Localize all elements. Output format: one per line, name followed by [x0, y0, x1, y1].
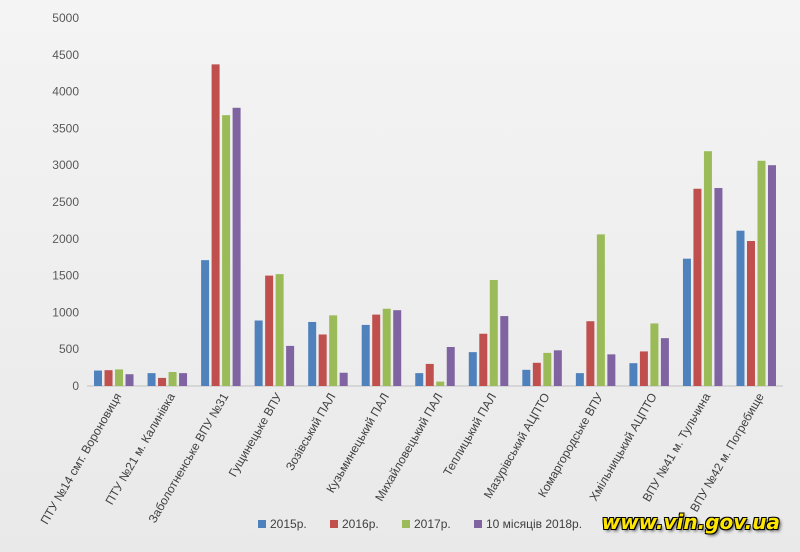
bar — [147, 373, 156, 386]
bar — [629, 363, 638, 386]
bar — [639, 351, 648, 386]
bar — [479, 333, 488, 386]
legend-label: 2017р. — [414, 517, 451, 531]
bar — [308, 321, 317, 386]
y-tick-label: 0 — [72, 379, 79, 393]
bar — [339, 372, 348, 386]
bar — [553, 350, 562, 386]
bar — [586, 321, 595, 386]
bar — [436, 381, 445, 386]
y-tick-label: 4500 — [52, 48, 79, 62]
bar — [693, 188, 702, 386]
bar — [575, 373, 584, 386]
legend-label: 2016р. — [342, 517, 379, 531]
bar — [415, 373, 424, 386]
bar — [94, 370, 103, 386]
bar — [372, 314, 381, 386]
x-category-label: Теплицький ПАЛ — [440, 391, 499, 479]
bar — [179, 373, 188, 386]
y-tick-label: 2000 — [52, 232, 79, 246]
bar — [168, 372, 177, 386]
bar — [714, 188, 723, 386]
bar — [532, 362, 541, 386]
y-tick-label: 4000 — [52, 85, 79, 99]
x-category-label: Гущинецьке ВПУ — [226, 390, 285, 479]
y-tick-label: 1500 — [52, 269, 79, 283]
y-tick-label: 500 — [59, 342, 79, 356]
bar — [393, 310, 402, 386]
bar — [682, 258, 691, 386]
bar — [446, 346, 455, 386]
legend-label: 2015р. — [270, 517, 307, 531]
bar — [650, 323, 659, 386]
x-category-label: Зозівський ПАЛ — [283, 391, 339, 474]
bar — [158, 377, 167, 386]
y-axis-ticks: 0 500 1000 1500 2000 2500 3000 3500 4000 4500 5000 — [52, 11, 79, 393]
bar — [596, 234, 605, 386]
legend-swatch — [474, 520, 482, 528]
watermark-text: www.vin.gov.ua — [601, 510, 780, 534]
bar — [254, 320, 263, 386]
y-tick-label: 1000 — [52, 305, 79, 319]
legend-label: 10 місяців 2018р. — [486, 517, 582, 531]
bar — [489, 280, 498, 386]
y-tick-label: 5000 — [52, 11, 79, 25]
bar — [382, 308, 391, 386]
bar — [265, 275, 274, 386]
bar — [425, 363, 434, 386]
legend-swatch — [258, 520, 266, 528]
bar — [500, 316, 509, 386]
bar — [767, 165, 776, 386]
bar — [275, 274, 284, 386]
legend: 2015р. 2016р. 2017р. 10 місяців 2018р. — [258, 517, 582, 531]
bars-group — [94, 64, 776, 387]
bar — [232, 107, 241, 387]
bar — [468, 352, 477, 386]
y-tick-label: 3000 — [52, 158, 79, 172]
bar — [660, 338, 669, 386]
bar — [115, 369, 124, 386]
bar — [757, 160, 766, 386]
bar — [318, 334, 327, 386]
bar — [125, 374, 134, 386]
bar — [201, 260, 210, 386]
bar — [361, 324, 370, 386]
legend-swatch — [402, 520, 410, 528]
y-tick-label: 3500 — [52, 121, 79, 135]
bar — [703, 151, 712, 386]
bar — [522, 369, 531, 386]
bar — [746, 241, 755, 386]
bar — [222, 115, 231, 386]
bar — [607, 354, 616, 386]
y-tick-label: 2500 — [52, 195, 79, 209]
bar — [211, 64, 220, 387]
legend-swatch — [330, 520, 338, 528]
bar — [736, 230, 745, 386]
bar — [286, 345, 295, 386]
bar — [543, 352, 552, 386]
bar — [329, 315, 338, 386]
bar — [104, 370, 113, 386]
